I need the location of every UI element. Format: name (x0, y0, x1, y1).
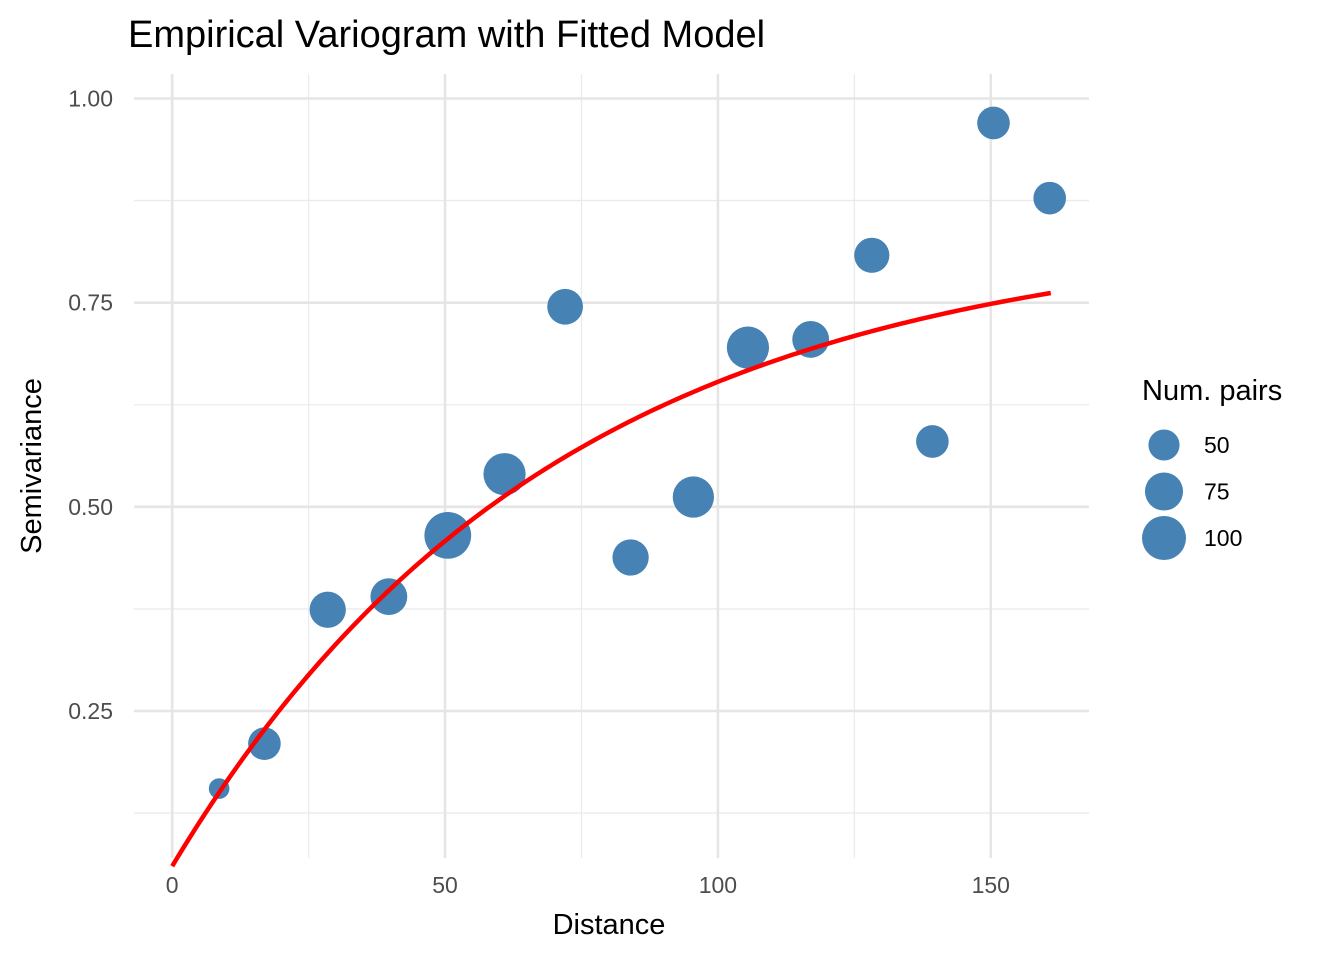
legend-key (1144, 472, 1184, 511)
legend-label: 50 (1204, 432, 1230, 458)
grid (134, 74, 1089, 858)
y-tick-label: 0.25 (68, 698, 113, 724)
variogram-point (916, 425, 949, 458)
legend-title: Num. pairs (1142, 375, 1282, 407)
fitted-model-line (170, 290, 1052, 868)
y-axis-title: Semivariance (16, 378, 48, 554)
variogram-point (977, 106, 1010, 140)
variogram-point (309, 591, 346, 628)
y-tick-label: 1.00 (68, 86, 113, 112)
x-tick-label: 0 (166, 872, 179, 898)
legend-key (1148, 429, 1180, 461)
x-tick-label: 100 (699, 872, 737, 898)
legend: Num. pairs 50 75 100 (1142, 375, 1282, 560)
legend-key (1142, 516, 1186, 560)
variogram-point (1033, 181, 1067, 215)
fitted-curve (170, 290, 1052, 868)
legend-label: 100 (1204, 525, 1242, 551)
variogram-point (854, 237, 890, 273)
variogram-point (612, 539, 649, 576)
legend-label: 75 (1204, 479, 1230, 505)
variogram-point (792, 321, 830, 358)
variogram-point (483, 453, 526, 496)
y-tick-label: 0.75 (68, 290, 113, 316)
chart-title: Empirical Variogram with Fitted Model (128, 14, 765, 56)
x-tick-label: 50 (432, 872, 458, 898)
variogram-point (248, 727, 281, 760)
variogram-point (547, 288, 583, 325)
x-tick-label: 150 (972, 872, 1010, 898)
variogram-point (672, 476, 714, 518)
x-axis-title: Distance (553, 909, 666, 941)
tick-labels: 0 50 100 150 0.25 0.50 0.75 1.00 (68, 86, 1010, 899)
y-tick-label: 0.50 (68, 494, 113, 520)
variogram-point (726, 326, 770, 369)
data-points (208, 106, 1067, 799)
variogram-point (370, 578, 408, 616)
